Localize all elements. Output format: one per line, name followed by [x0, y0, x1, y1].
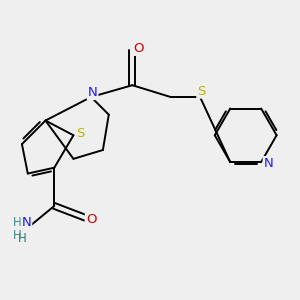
Text: N: N	[88, 86, 98, 99]
Text: H: H	[17, 232, 26, 245]
Text: H: H	[13, 229, 22, 242]
Text: S: S	[76, 127, 85, 140]
Text: H: H	[13, 216, 22, 229]
Text: N: N	[22, 216, 31, 229]
Text: O: O	[86, 213, 96, 226]
Text: N: N	[22, 217, 31, 230]
Text: S: S	[197, 85, 206, 98]
Text: N: N	[264, 157, 273, 170]
Text: O: O	[133, 42, 143, 55]
